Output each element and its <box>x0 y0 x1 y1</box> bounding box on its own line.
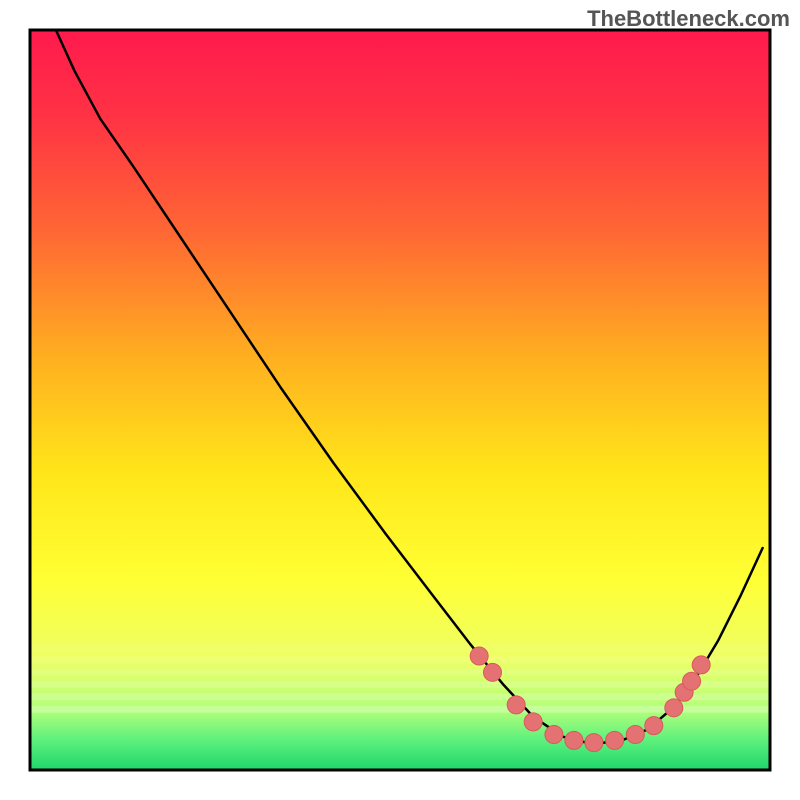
curve-marker <box>545 725 563 743</box>
curve-marker <box>470 647 488 665</box>
curve-marker <box>645 717 663 735</box>
curve-marker <box>484 663 502 681</box>
curve-marker <box>692 656 710 674</box>
curve-marker <box>606 731 624 749</box>
curve-marker <box>626 725 644 743</box>
curve-marker <box>507 696 525 714</box>
curve-marker <box>524 713 542 731</box>
curve-marker <box>665 699 683 717</box>
watermark: TheBottleneck.com <box>587 6 790 32</box>
curve-marker <box>585 734 603 752</box>
curve-marker <box>565 731 583 749</box>
curve-marker <box>683 672 701 690</box>
chart-svg <box>0 0 800 800</box>
chart-container: TheBottleneck.com <box>0 0 800 800</box>
